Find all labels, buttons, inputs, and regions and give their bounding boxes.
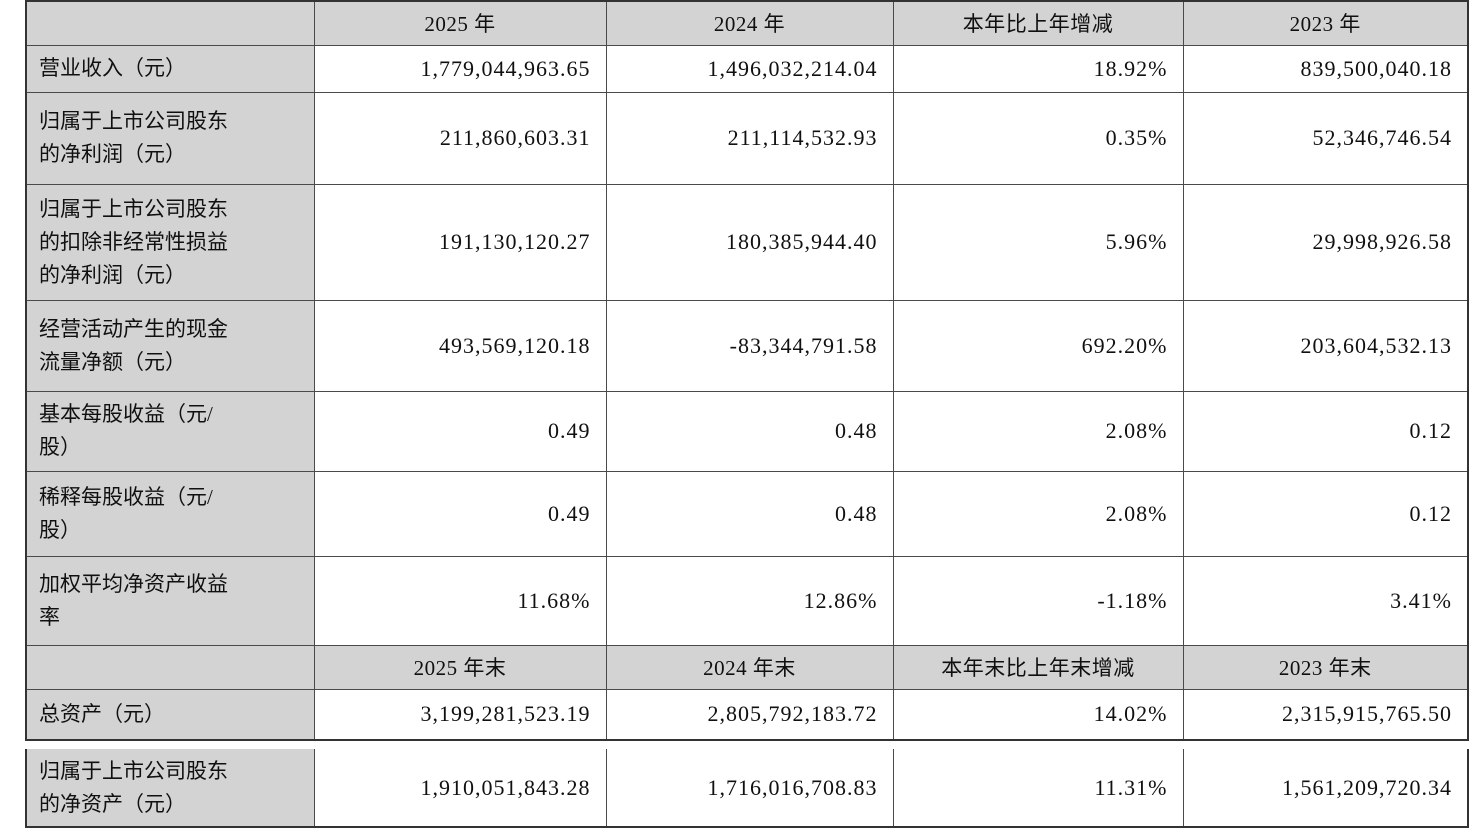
value-cell: 3,199,281,523.19 (313, 688, 607, 741)
table-row: 经营活动产生的现金 流量净额（元） 493,569,120.18 -83,344,7… (25, 299, 1469, 392)
value-cell: 5.96% (892, 183, 1184, 301)
row-label-cell: 经营活动产生的现金 流量净额（元） (25, 299, 315, 392)
header-cell-2024: 2024 年 (605, 0, 894, 46)
value-cell: 0.48 (605, 470, 894, 557)
table-row: 稀释每股收益（元/ 股） 0.49 0.48 2.08% 0.12 (25, 470, 1469, 557)
value-cell: 18.92% (892, 44, 1184, 93)
header-cell-2023: 2023 年 (1182, 0, 1469, 46)
value-cell: 0.12 (1182, 470, 1469, 557)
value-cell: 3.41% (1182, 555, 1469, 646)
header-cell-2023-end: 2023 年末 (1182, 644, 1469, 690)
annual-period-header-row: 2025 年 2024 年 本年比上年增减 2023 年 (25, 0, 1469, 46)
header-cell-yearend-change: 本年末比上年末增减 (892, 644, 1184, 690)
value-cell: 2,805,792,183.72 (605, 688, 894, 741)
value-cell: -1.18% (892, 555, 1184, 646)
financial-summary-table: 2025 年 2024 年 本年比上年增减 2023 年 营业收入（元） 1,77… (25, 0, 1469, 741)
table-row: 营业收入（元） 1,779,044,963.65 1,496,032,214.04 1… (25, 44, 1469, 93)
row-label-cell: 归属于上市公司股东 的净资产（元） (25, 749, 315, 828)
value-cell: 1,779,044,963.65 (313, 44, 607, 93)
row-label-cell: 加权平均净资产收益 率 (25, 555, 315, 646)
row-label-cell: 归属于上市公司股东 的扣除非经常性损益 的净利润（元） (25, 183, 315, 301)
value-cell: 0.35% (892, 91, 1184, 185)
annual-metrics-body: 营业收入（元） 1,779,044,963.65 1,496,032,214.04 1… (25, 44, 1469, 646)
value-cell: 211,114,532.93 (605, 91, 894, 185)
table-row: 基本每股收益（元/ 股） 0.49 0.48 2.08% 0.12 (25, 390, 1469, 472)
value-cell: 692.20% (892, 299, 1184, 392)
row-label-cell: 归属于上市公司股东 的净利润（元） (25, 91, 315, 185)
header-cell-yoy-change: 本年比上年增减 (892, 0, 1184, 46)
financial-summary: 2025 年 2024 年 本年比上年增减 2023 年 营业收入（元） 1,77… (25, 0, 1469, 828)
value-cell: 12.86% (605, 555, 894, 646)
table-row: 归属于上市公司股东 的扣除非经常性损益 的净利润（元） 191,130,120.2… (25, 183, 1469, 301)
value-cell: 0.49 (313, 390, 607, 472)
value-cell: 493,569,120.18 (313, 299, 607, 392)
value-cell: 180,385,944.40 (605, 183, 894, 301)
period-end-header-row: 2025 年末 2024 年末 本年末比上年末增减 2023 年末 (25, 644, 1469, 690)
value-cell: 0.12 (1182, 390, 1469, 472)
value-cell: 1,496,032,214.04 (605, 44, 894, 93)
header-cell-blank-2 (25, 644, 315, 690)
value-cell: 0.48 (605, 390, 894, 472)
value-cell: 191,130,120.27 (313, 183, 607, 301)
header-cell-2024-end: 2024 年末 (605, 644, 894, 690)
header-cell-2025: 2025 年 (313, 0, 607, 46)
header-cell-2025-end: 2025 年末 (313, 644, 607, 690)
net-assets-body: 归属于上市公司股东 的净资产（元） 1,910,051,843.28 1,716,0… (25, 749, 1469, 828)
value-cell: 203,604,532.13 (1182, 299, 1469, 392)
value-cell: 1,561,209,720.34 (1182, 749, 1469, 828)
value-cell: 211,860,603.31 (313, 91, 607, 185)
period-end-metrics-body: 总资产（元） 3,199,281,523.19 2,805,792,183.72 14… (25, 688, 1469, 741)
value-cell: 0.49 (313, 470, 607, 557)
value-cell: 2.08% (892, 470, 1184, 557)
row-label-cell: 总资产（元） (25, 688, 315, 741)
row-label-cell: 营业收入（元） (25, 44, 315, 93)
value-cell: 52,346,746.54 (1182, 91, 1469, 185)
table-row: 总资产（元） 3,199,281,523.19 2,805,792,183.72 14… (25, 688, 1469, 741)
value-cell: 839,500,040.18 (1182, 44, 1469, 93)
financial-summary-table-fragment: 归属于上市公司股东 的净资产（元） 1,910,051,843.28 1,716,0… (25, 749, 1469, 828)
value-cell: -83,344,791.58 (605, 299, 894, 392)
value-cell: 11.31% (892, 749, 1184, 828)
table-row: 归属于上市公司股东 的净利润（元） 211,860,603.31 211,114,5… (25, 91, 1469, 185)
value-cell: 14.02% (892, 688, 1184, 741)
value-cell: 29,998,926.58 (1182, 183, 1469, 301)
row-label-cell: 稀释每股收益（元/ 股） (25, 470, 315, 557)
row-label-cell: 基本每股收益（元/ 股） (25, 390, 315, 472)
value-cell: 11.68% (313, 555, 607, 646)
value-cell: 2.08% (892, 390, 1184, 472)
table-row: 归属于上市公司股东 的净资产（元） 1,910,051,843.28 1,716,0… (25, 749, 1469, 828)
value-cell: 1,910,051,843.28 (313, 749, 607, 828)
header-cell-blank (25, 0, 315, 46)
value-cell: 2,315,915,765.50 (1182, 688, 1469, 741)
table-row: 加权平均净资产收益 率 11.68% 12.86% -1.18% 3.41% (25, 555, 1469, 646)
value-cell: 1,716,016,708.83 (605, 749, 894, 828)
